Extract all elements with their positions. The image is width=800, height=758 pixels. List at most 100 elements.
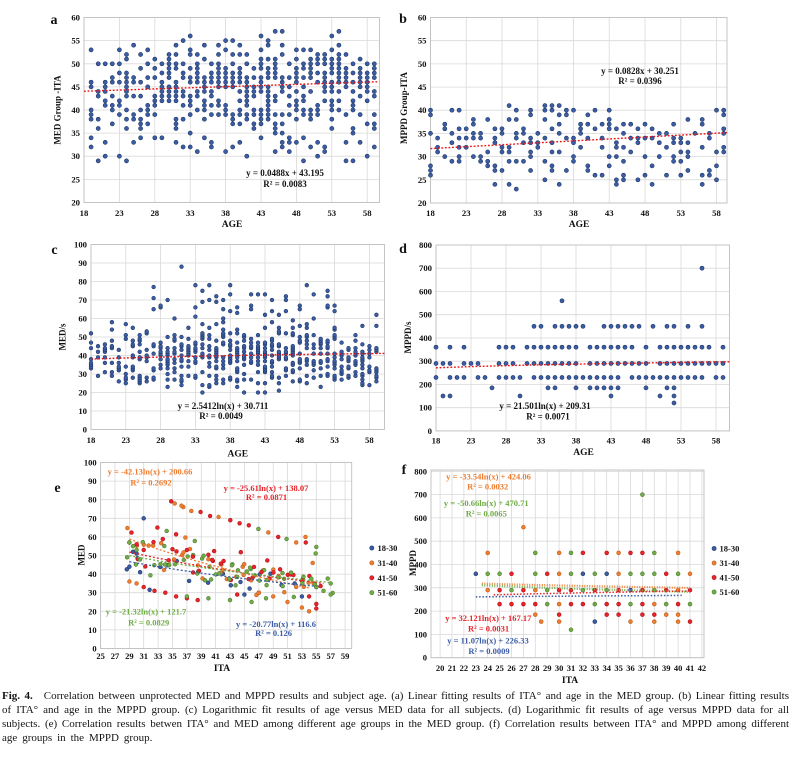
svg-text:30: 30 xyxy=(418,152,427,162)
svg-text:0: 0 xyxy=(423,653,427,663)
svg-text:10: 10 xyxy=(88,625,97,635)
svg-text:MPPD Group-ITA: MPPD Group-ITA xyxy=(399,72,409,144)
svg-text:MED/s: MED/s xyxy=(58,323,68,350)
svg-text:53: 53 xyxy=(327,208,336,218)
svg-text:24: 24 xyxy=(483,663,492,673)
svg-text:800: 800 xyxy=(419,240,433,250)
svg-text:31: 31 xyxy=(567,663,576,673)
svg-text:38: 38 xyxy=(650,663,659,673)
svg-text:57: 57 xyxy=(326,651,335,661)
svg-text:29: 29 xyxy=(125,651,134,661)
svg-text:300: 300 xyxy=(419,356,433,366)
svg-text:20: 20 xyxy=(418,198,427,208)
svg-text:d: d xyxy=(399,242,407,257)
svg-text:y = 11.07ln(x) + 226.33: y = 11.07ln(x) + 226.33 xyxy=(447,636,528,646)
svg-text:100: 100 xyxy=(419,403,433,413)
svg-text:y = -42.13ln(x) + 200.66: y = -42.13ln(x) + 200.66 xyxy=(108,467,193,477)
svg-text:R² = 0.0083: R² = 0.0083 xyxy=(263,179,307,189)
svg-text:36: 36 xyxy=(626,663,635,673)
svg-text:20: 20 xyxy=(88,606,97,616)
svg-text:100: 100 xyxy=(74,240,88,250)
svg-text:30: 30 xyxy=(88,588,97,598)
svg-text:20: 20 xyxy=(71,198,80,208)
svg-text:37: 37 xyxy=(638,663,647,673)
svg-text:R² = 0.0396: R² = 0.0396 xyxy=(618,76,662,86)
svg-text:51-60: 51-60 xyxy=(378,588,398,598)
svg-text:10: 10 xyxy=(78,406,87,416)
svg-text:40: 40 xyxy=(71,105,80,115)
svg-text:49: 49 xyxy=(269,651,278,661)
svg-text:e: e xyxy=(54,481,60,496)
svg-text:0: 0 xyxy=(92,644,96,654)
svg-text:b: b xyxy=(399,12,407,27)
svg-text:y = -33.54ln(x) + 424.06: y = -33.54ln(x) + 424.06 xyxy=(446,472,531,482)
svg-text:55: 55 xyxy=(312,651,321,661)
svg-text:37: 37 xyxy=(183,651,192,661)
svg-text:55: 55 xyxy=(71,36,80,46)
svg-text:42: 42 xyxy=(698,663,707,673)
svg-text:23: 23 xyxy=(467,436,476,446)
svg-text:53: 53 xyxy=(330,435,339,445)
svg-text:100: 100 xyxy=(414,629,427,639)
svg-text:R² = 0.0009: R² = 0.0009 xyxy=(468,646,509,656)
svg-text:39: 39 xyxy=(662,663,671,673)
svg-text:58: 58 xyxy=(712,208,721,218)
svg-text:y = 0.0488x + 43.195: y = 0.0488x + 43.195 xyxy=(246,168,324,178)
svg-text:33: 33 xyxy=(186,208,195,218)
svg-text:18: 18 xyxy=(80,208,89,218)
svg-text:33: 33 xyxy=(537,436,546,446)
svg-text:58: 58 xyxy=(365,435,374,445)
svg-text:60: 60 xyxy=(71,13,80,23)
svg-text:47: 47 xyxy=(255,651,264,661)
svg-text:33: 33 xyxy=(154,651,163,661)
svg-text:28: 28 xyxy=(502,436,511,446)
svg-text:y = -25.61ln(x) + 138.07: y = -25.61ln(x) + 138.07 xyxy=(224,483,310,493)
svg-text:45: 45 xyxy=(71,82,80,92)
svg-text:AGE: AGE xyxy=(573,448,594,458)
svg-text:18-30: 18-30 xyxy=(720,544,740,554)
svg-text:500: 500 xyxy=(419,310,433,320)
svg-text:26: 26 xyxy=(507,663,516,673)
svg-text:48: 48 xyxy=(295,435,304,445)
svg-text:MPPD/s: MPPD/s xyxy=(403,321,413,353)
svg-text:41-50: 41-50 xyxy=(378,573,398,583)
svg-text:18: 18 xyxy=(432,436,441,446)
svg-text:60: 60 xyxy=(88,532,97,542)
svg-text:58: 58 xyxy=(712,436,721,446)
svg-text:60: 60 xyxy=(78,314,87,324)
svg-text:41: 41 xyxy=(686,663,695,673)
svg-text:22: 22 xyxy=(460,663,469,673)
svg-text:80: 80 xyxy=(78,277,87,287)
svg-text:20: 20 xyxy=(436,663,445,673)
svg-text:27: 27 xyxy=(111,651,120,661)
svg-text:0: 0 xyxy=(428,426,433,436)
svg-text:R² = 0.126: R² = 0.126 xyxy=(255,628,292,638)
svg-text:51: 51 xyxy=(283,651,292,661)
svg-text:31-40: 31-40 xyxy=(378,558,398,568)
svg-text:28: 28 xyxy=(498,208,507,218)
svg-text:40: 40 xyxy=(88,569,97,579)
svg-text:50: 50 xyxy=(78,332,87,342)
svg-text:18-30: 18-30 xyxy=(378,543,398,553)
svg-text:MPPD: MPPD xyxy=(408,550,418,576)
svg-text:y = 32.121ln(x) + 167.17: y = 32.121ln(x) + 167.17 xyxy=(445,613,532,623)
svg-text:23: 23 xyxy=(115,208,124,218)
svg-text:34: 34 xyxy=(602,663,611,673)
svg-text:25: 25 xyxy=(71,174,80,184)
svg-text:27: 27 xyxy=(519,663,528,673)
svg-text:y = -20.77ln(x) + 116.6: y = -20.77ln(x) + 116.6 xyxy=(236,619,316,629)
svg-text:31: 31 xyxy=(139,651,148,661)
svg-text:400: 400 xyxy=(414,560,427,570)
svg-text:30: 30 xyxy=(71,151,80,161)
svg-text:60: 60 xyxy=(418,13,427,23)
svg-text:MED Group -ITA: MED Group -ITA xyxy=(53,75,63,145)
svg-text:58: 58 xyxy=(363,208,372,218)
svg-text:AGE: AGE xyxy=(569,220,590,230)
svg-text:c: c xyxy=(51,243,57,258)
svg-text:25: 25 xyxy=(96,651,105,661)
svg-text:35: 35 xyxy=(418,128,427,138)
svg-text:MED: MED xyxy=(77,544,87,565)
svg-text:48: 48 xyxy=(641,208,650,218)
svg-text:400: 400 xyxy=(419,333,433,343)
svg-text:700: 700 xyxy=(419,263,433,273)
